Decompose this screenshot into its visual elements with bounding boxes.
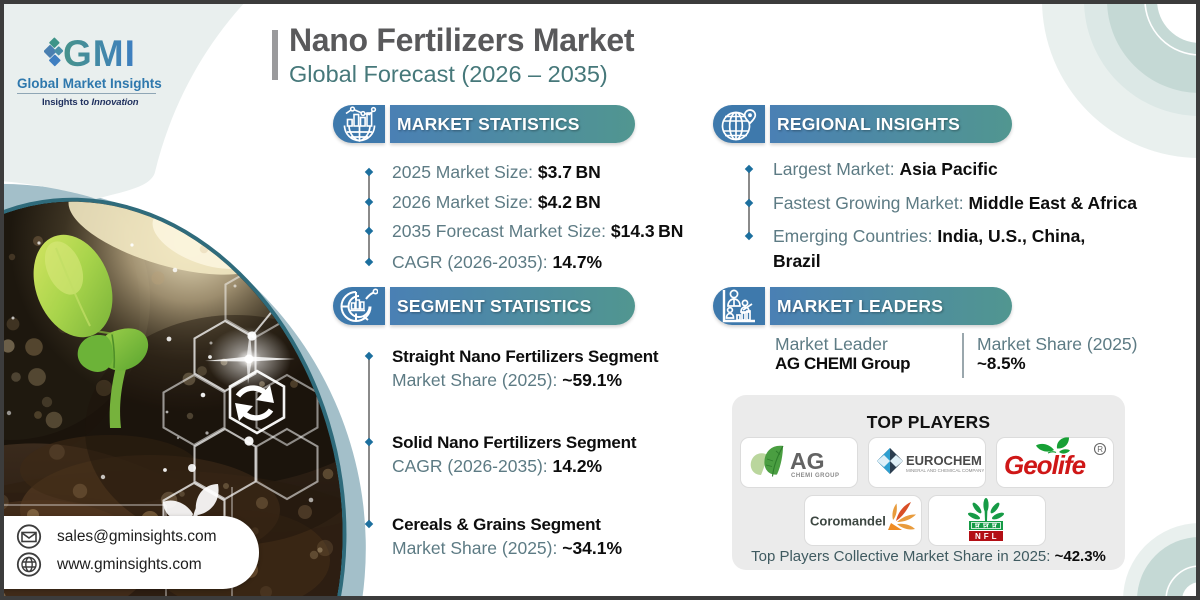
svg-text:Geolife: Geolife: [1004, 450, 1086, 480]
svg-text:MINERAL AND CHEMICAL COMPANY: MINERAL AND CHEMICAL COMPANY: [906, 468, 984, 473]
svg-text:CHEMI GROUP: CHEMI GROUP: [791, 473, 840, 479]
svg-text:NFL: NFL: [975, 532, 1000, 541]
svg-text:EUROCHEM: EUROCHEM: [906, 453, 982, 468]
svg-text:AG: AG: [790, 448, 825, 474]
svg-text:Coromandel: Coromandel: [810, 514, 886, 529]
svg-text:R: R: [1097, 445, 1103, 454]
